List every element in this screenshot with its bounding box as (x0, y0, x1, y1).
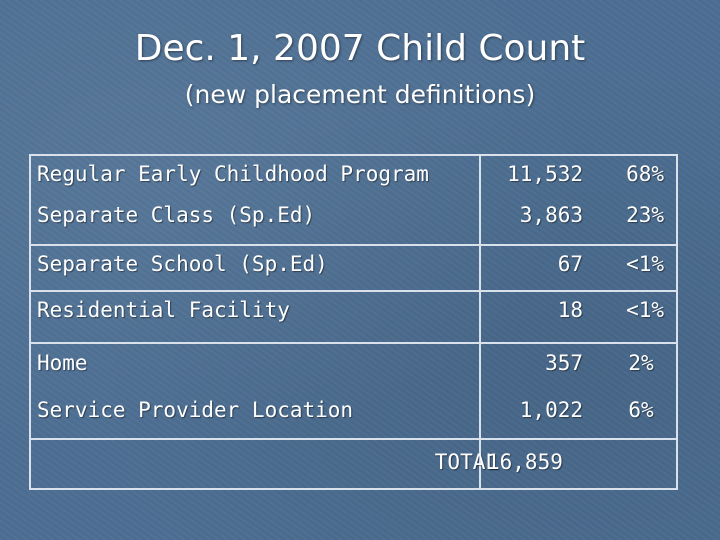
slide-title: Dec. 1, 2007 Child Count (134, 28, 586, 69)
table-row-label: Home (37, 351, 88, 375)
table-row-percent: 6% (628, 398, 654, 422)
table-border-left (29, 154, 31, 490)
table-row-label: Service Provider Location (37, 398, 354, 422)
table-row-label: Residential Facility (37, 298, 290, 322)
table-divider-row (29, 244, 678, 246)
table-row-percent: 23% (626, 203, 664, 227)
table-border-bottom (29, 488, 678, 490)
table-row-percent: <1% (626, 298, 664, 322)
table-row-count: 1,022 (519, 398, 583, 422)
table-row-label: Regular Early Childhood Program (37, 162, 429, 186)
table-divider-row (29, 342, 678, 344)
table-border-top (29, 154, 678, 156)
table-row-count: 11,532 (507, 162, 583, 186)
table-row-count: 357 (545, 351, 583, 375)
table-divider-column (479, 154, 481, 490)
table-total-label: TOTAL (434, 450, 498, 474)
slide-subtitle: (new placement definitions) (184, 80, 536, 109)
table-row-percent: 68% (626, 162, 664, 186)
table-divider-row (29, 438, 678, 440)
table-row-count: 67 (557, 252, 583, 276)
table-row-count: 18 (557, 298, 583, 322)
table-row-label: Separate Class (Sp.Ed) (37, 203, 316, 227)
table-row-label: Separate School (Sp.Ed) (37, 252, 328, 276)
table-total-value: 16,859 (487, 450, 563, 474)
table-row-count: 3,863 (519, 203, 583, 227)
table-row-percent: 2% (628, 351, 654, 375)
table-border-right (676, 154, 678, 490)
child-count-table: Regular Early Childhood Program 11,532 6… (29, 154, 678, 490)
table-row-percent: <1% (626, 252, 664, 276)
table-divider-row (29, 290, 678, 292)
